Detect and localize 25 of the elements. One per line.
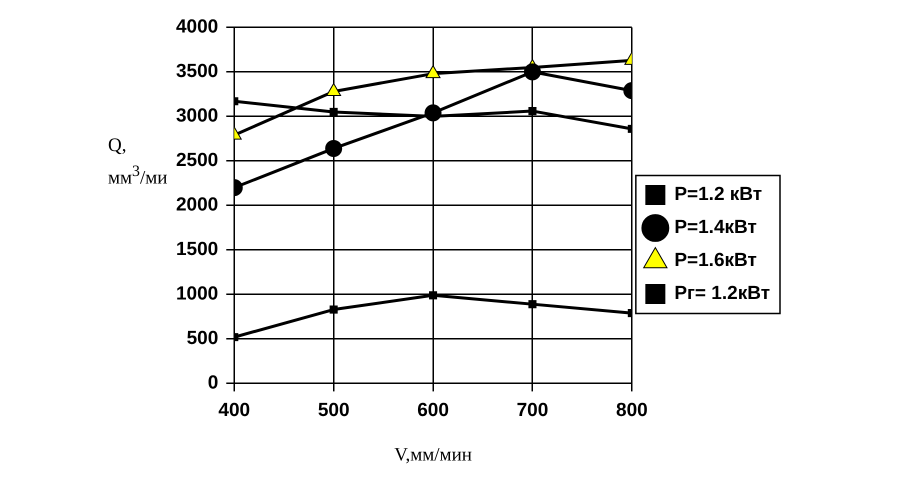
y-tick-label: 3500	[176, 61, 218, 82]
x-tick-label: 500	[318, 400, 350, 422]
legend-label: P=1.2 кВт	[674, 184, 762, 206]
x-tick-label: 800	[616, 400, 648, 422]
x-axis-title: V,мм/мин	[394, 444, 472, 466]
y-tick-label: 0	[208, 372, 218, 394]
point	[524, 63, 541, 80]
y-tick-label: 2500	[176, 150, 218, 172]
x-tick-label: 400	[218, 400, 250, 422]
point	[528, 300, 536, 308]
x-tick-label: 600	[417, 400, 449, 422]
y-tick-label: 2000	[176, 194, 218, 216]
y-tick-label: 1000	[176, 284, 218, 305]
y-tick-label: 4000	[176, 16, 218, 38]
point	[325, 140, 342, 157]
legend-label: P=1.6кВт	[674, 250, 757, 272]
x-tick-label: 700	[516, 400, 548, 422]
y-tick-label: 500	[186, 328, 218, 350]
legend-label: P=1.4кВт	[674, 217, 757, 238]
point	[429, 291, 438, 300]
y-tick-label: 1500	[176, 239, 218, 260]
point	[330, 305, 338, 314]
y-tick-label: 3000	[176, 106, 218, 127]
y-axis-title: Q, мм$^{3}$/ми	[108, 134, 168, 190]
legend-label: Pг= 1.2кВт	[674, 283, 770, 304]
